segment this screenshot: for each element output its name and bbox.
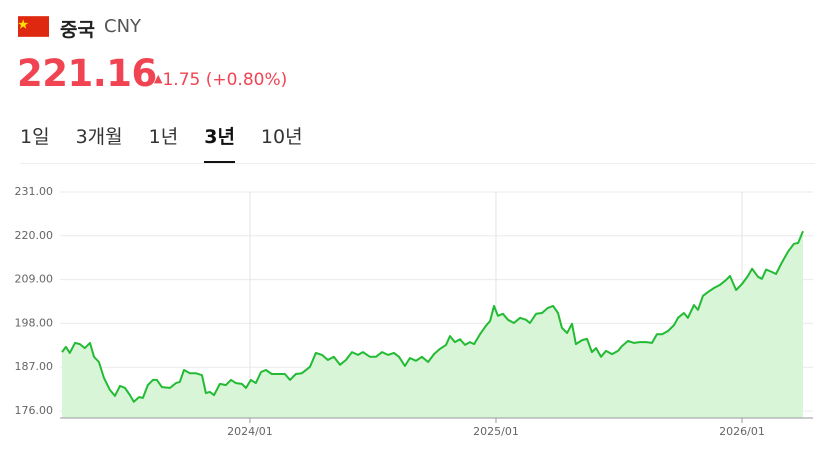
x-tick-label: 2026/01 bbox=[719, 425, 765, 438]
country: 중국 bbox=[60, 19, 95, 41]
y-tick-label: 231.00 bbox=[15, 185, 54, 198]
x-tick-label: 2025/01 bbox=[473, 425, 519, 438]
flag bbox=[18, 16, 49, 37]
y-tick-label: 220.00 bbox=[15, 229, 54, 242]
separator bbox=[20, 163, 815, 164]
period-tab[interactable]: 10년 bbox=[260, 126, 303, 148]
area-fill bbox=[62, 231, 803, 418]
change-value: 1.75 bbox=[162, 70, 201, 90]
y-tick-label: 198.00 bbox=[15, 316, 54, 329]
change: ▲1.75 (+0.80%) bbox=[154, 70, 287, 90]
period-tab[interactable]: 3개월 bbox=[75, 126, 123, 148]
price-line bbox=[61, 230, 804, 403]
y-tick-label: 187.00 bbox=[15, 360, 54, 373]
x-tick-label: 2024/01 bbox=[227, 425, 273, 438]
currency: CNY bbox=[104, 16, 142, 37]
change-percent: (+0.80%) bbox=[205, 70, 288, 90]
y-tick-label: 176.00 bbox=[15, 404, 54, 417]
price: 221.16 bbox=[17, 52, 157, 95]
period-tab[interactable]: 3년 bbox=[204, 122, 235, 163]
period-tab[interactable]: 1년 bbox=[148, 126, 179, 148]
period-tab[interactable]: 1일 bbox=[20, 126, 50, 148]
tabs: 1일 3개월 1년 3년 10년 bbox=[20, 122, 329, 163]
y-tick-label: 209.00 bbox=[15, 273, 54, 286]
up-arrow: ▲ bbox=[154, 72, 163, 85]
